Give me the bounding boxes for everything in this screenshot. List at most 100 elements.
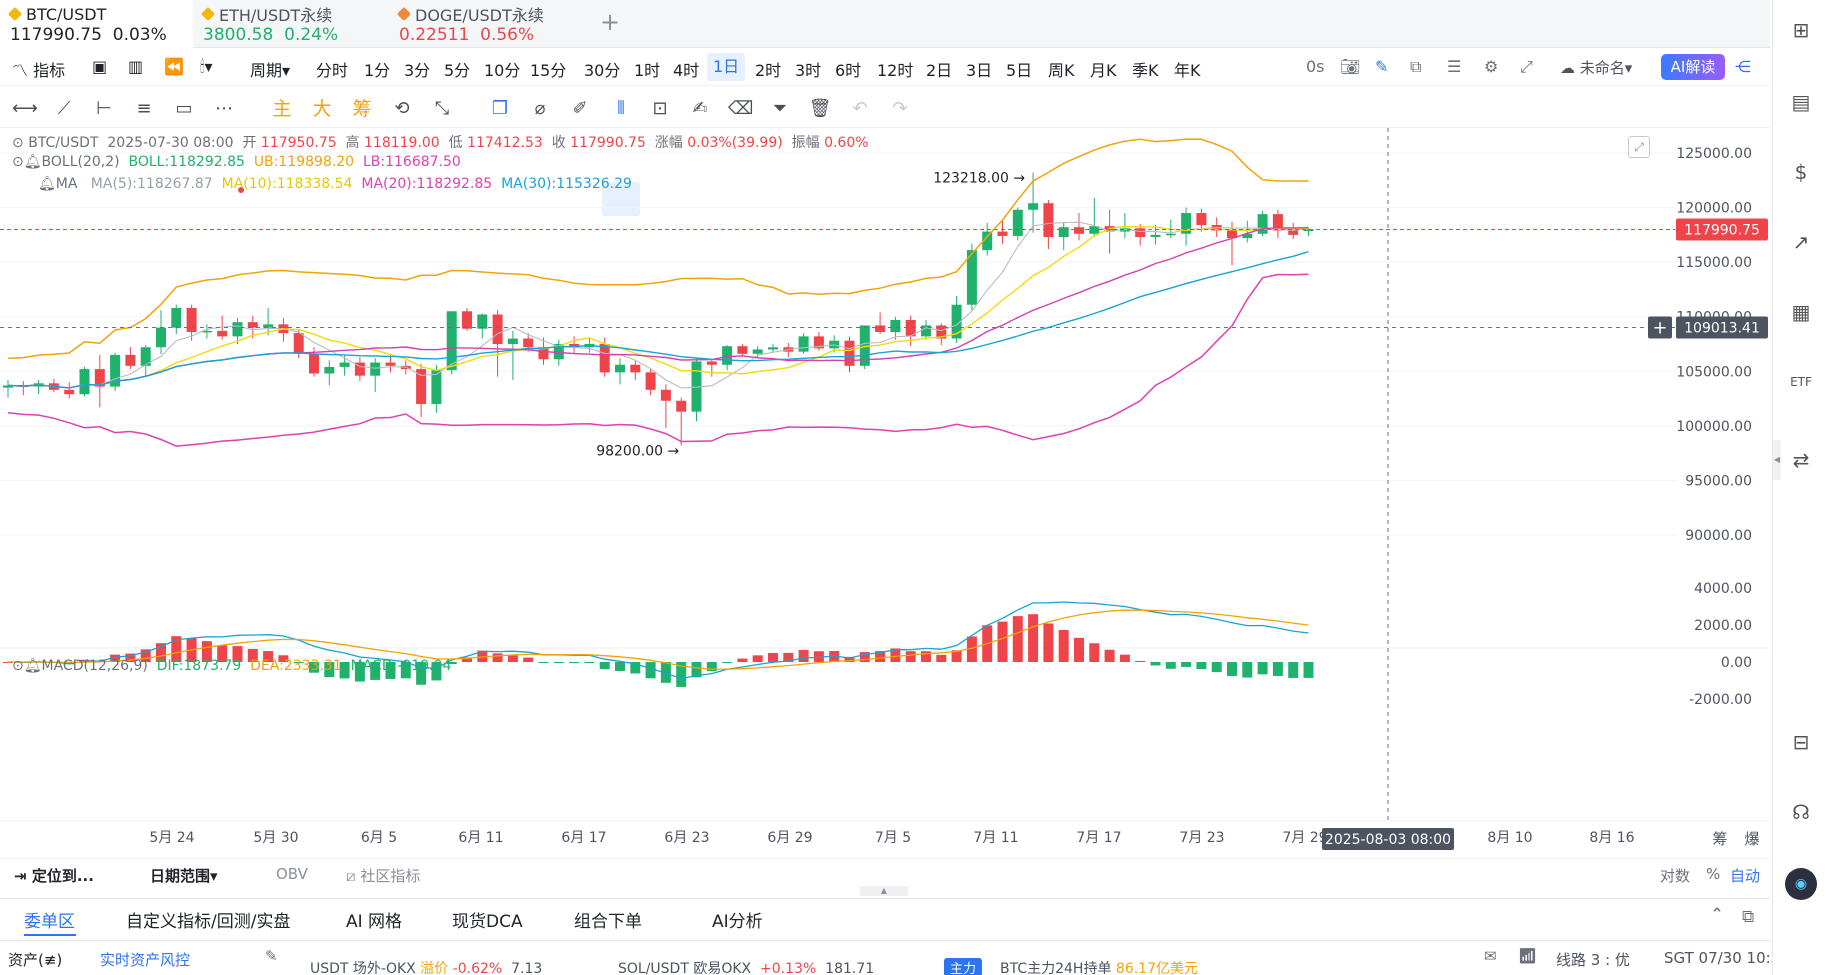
redo-icon[interactable]: ↷ <box>892 98 908 119</box>
assets-label[interactable]: 资产(≢) <box>8 951 63 969</box>
collapse-icon[interactable]: ⊙ <box>12 135 24 151</box>
indicator-button[interactable]: 〽 指标 <box>12 61 66 80</box>
interval-3[interactable]: 5分 <box>444 61 471 80</box>
calendar-icon[interactable]: ▣ <box>92 57 108 76</box>
bell-icon[interactable]: 🔔︎ <box>38 176 56 192</box>
tab-eth-usdt[interactable]: ETH/USDT永续 3800.58 0.24% <box>193 0 386 48</box>
magnet-icon[interactable]: ⟲ <box>394 98 410 119</box>
bookmark-icon[interactable]: ⧉ <box>1410 57 1422 76</box>
interval-19[interactable]: 季K <box>1132 61 1159 80</box>
tab-custom-indicators[interactable]: 自定义指标/回测/实盘 <box>126 912 291 932</box>
ai-interpret-button[interactable]: AI解读 <box>1661 54 1725 80</box>
log-scale-toggle[interactable]: 对数 <box>1660 867 1691 885</box>
note-icon[interactable]: ✍ <box>692 98 708 119</box>
interval-4[interactable]: 10分 <box>484 61 521 80</box>
layout-name-button[interactable]: ☁ 未命名▾ <box>1560 59 1633 77</box>
date-range-button[interactable]: 日期范围▾ <box>150 867 218 885</box>
lock-icon[interactable]: ⊡ <box>652 98 668 119</box>
pen-icon[interactable]: ✎ <box>1375 57 1389 76</box>
interval-2[interactable]: 3分 <box>404 61 431 80</box>
document-icon[interactable]: ▤ <box>1791 90 1811 114</box>
fullscreen-icon[interactable]: ⤢ <box>1520 57 1533 76</box>
main-force-button[interactable]: 主 <box>272 98 292 120</box>
interval-6[interactable]: 30分 <box>584 61 621 80</box>
collapse-icon[interactable]: ⊙ <box>12 154 24 170</box>
bell-icon[interactable]: 🔔︎ <box>23 658 42 674</box>
parallel-lines-icon[interactable]: ≡ <box>136 98 152 119</box>
layout-icon[interactable]: ▥ <box>128 57 144 76</box>
bar-chart-icon[interactable]: ▦ <box>1791 300 1811 324</box>
grid-icon[interactable]: ⊞ <box>1792 18 1810 42</box>
chart-canvas[interactable]: 125000.00120000.00115000.00110000.001050… <box>0 128 1770 858</box>
community-indicator-button[interactable]: ⧄ 社区指标 <box>346 867 421 885</box>
horizontal-line-icon[interactable]: ⟷ <box>12 98 38 119</box>
dollar-icon[interactable]: $ <box>1794 160 1808 184</box>
exchange-icon[interactable]: ⇄ <box>1792 448 1810 472</box>
ruler-icon[interactable]: ⌀ <box>534 98 546 119</box>
bell-icon[interactable]: 🔔︎ <box>23 154 42 170</box>
ticker-usdt[interactable]: USDT 场外-OKX 溢价 -0.62% 7.13 <box>310 961 543 975</box>
interval-0[interactable]: 分时 <box>316 61 349 80</box>
sidebar-collapse-handle[interactable]: ◀ <box>1773 440 1781 480</box>
interval-9[interactable]: 1日 <box>707 53 746 81</box>
interval-7[interactable]: 1时 <box>634 61 661 80</box>
eraser-icon[interactable]: ⌫ <box>728 98 754 119</box>
measure-icon[interactable]: ⤡ <box>434 98 450 119</box>
tab-ai-analysis[interactable]: AI分析 <box>712 912 763 932</box>
trend-line-icon[interactable]: ⟋ <box>57 98 71 119</box>
tab-combo-order[interactable]: 组合下单 <box>574 912 642 932</box>
auto-scale-toggle[interactable]: 自动 <box>1730 867 1761 885</box>
candle-compare-icon[interactable]: ⫴ <box>617 98 625 119</box>
undo-icon[interactable]: ↶ <box>852 98 868 119</box>
panel-resize-handle[interactable]: ▲ <box>860 886 908 896</box>
collapse-up-icon[interactable]: ⌃ <box>1710 905 1725 925</box>
share-icon[interactable]: ⋲ <box>1735 57 1751 76</box>
tab-order-area[interactable]: 委单区 <box>24 912 75 932</box>
filter-icon[interactable]: ⏷ <box>772 98 788 119</box>
add-tab-icon[interactable]: + <box>600 8 621 36</box>
tab-doge-usdt[interactable]: DOGE/USDT永续 0.22511 0.56% <box>389 0 582 48</box>
interval-10[interactable]: 2时 <box>755 61 782 80</box>
headset-icon[interactable]: ☊ <box>1792 800 1810 824</box>
tab-btc-usdt[interactable]: BTC/USDT 117990.75 0.03% <box>0 0 193 48</box>
period-button[interactable]: 周期▾ <box>250 61 291 80</box>
expand-icon[interactable]: ⤢ <box>1628 136 1650 158</box>
tab-ai-grid[interactable]: AI 网格 <box>346 912 403 932</box>
risk-control-link[interactable]: 实时资产风控 <box>100 951 191 969</box>
line-status[interactable]: 线路 3 : 优 <box>1556 951 1630 969</box>
panel-layout-icon[interactable]: ⊟ <box>1792 730 1810 754</box>
trash-icon[interactable]: 🗑︎ <box>808 98 832 119</box>
settings-icon[interactable]: ⚙ <box>1484 57 1499 76</box>
ray-icon[interactable]: ⊢ <box>96 98 112 119</box>
popout-icon[interactable]: ⧉ <box>1742 907 1755 927</box>
tab-spot-dca[interactable]: 现货DCA <box>452 912 523 932</box>
ticker-sol[interactable]: SOL/USDT 欧易OKX +0.13% 181.71 <box>618 961 875 975</box>
assistant-robot-icon[interactable]: ◉ <box>1785 868 1817 900</box>
copy-icon[interactable]: ❐ <box>491 98 509 119</box>
interval-16[interactable]: 5日 <box>1006 61 1033 80</box>
interval-15[interactable]: 3日 <box>966 61 993 80</box>
edit-icon[interactable]: ✎ <box>265 947 278 965</box>
trend-chart-icon[interactable]: ↗ <box>1792 230 1810 254</box>
interval-13[interactable]: 12时 <box>877 61 914 80</box>
interval-11[interactable]: 3时 <box>795 61 822 80</box>
chart-area[interactable]: 125000.00120000.00115000.00110000.001050… <box>0 128 1770 858</box>
ticker-btc-position[interactable]: BTC主力24H持单 86.17亿美元 <box>1000 961 1198 975</box>
rectangle-icon[interactable]: ▭ <box>175 98 193 119</box>
interval-14[interactable]: 2日 <box>926 61 953 80</box>
interval-5[interactable]: 15分 <box>530 61 567 80</box>
candle-type-button[interactable]: 🕯︎▾ <box>200 57 213 76</box>
collapse-icon[interactable]: ⊙ <box>12 658 24 674</box>
etf-icon[interactable]: ETF <box>1790 375 1812 389</box>
chip-button[interactable]: 筹 <box>352 98 372 120</box>
message-icon[interactable]: ✉ <box>1484 947 1497 965</box>
interval-1[interactable]: 1分 <box>364 61 391 80</box>
more-tools-icon[interactable]: ⋯ <box>215 98 233 119</box>
locate-button[interactable]: ⇥ 定位到... <box>14 867 94 885</box>
interval-17[interactable]: 周K <box>1048 61 1075 80</box>
list-icon[interactable]: ☰ <box>1447 57 1462 76</box>
camera-icon[interactable]: 📷︎ <box>1340 57 1361 76</box>
interval-12[interactable]: 6时 <box>835 61 862 80</box>
interval-20[interactable]: 年K <box>1174 61 1201 80</box>
interval-8[interactable]: 4时 <box>673 61 700 80</box>
